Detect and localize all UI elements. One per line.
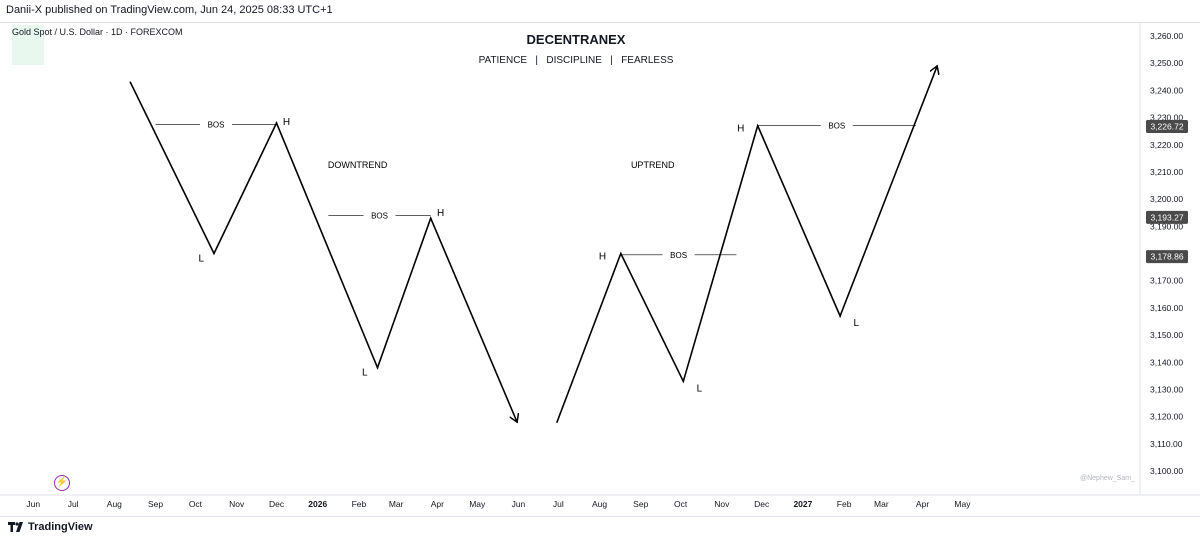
bos-label: BOS [371,211,388,220]
price-tag-bg [1146,250,1188,264]
price-tag-label: 3,193.27 [1150,212,1183,222]
x-tick-label: 2027 [793,499,812,509]
x-tick-label: Dec [269,499,285,509]
series-point [376,366,379,369]
x-tick-label: Apr [431,499,444,509]
series-point [429,217,432,219]
y-tick-label: 3,190.00 [1150,221,1183,231]
symbol-highlight [12,25,44,65]
x-tick-label: May [469,499,486,509]
symbol-info[interactable]: Gold Spot / U.S. Dollar · 1D · FOREXCOM [12,27,183,37]
y-tick-label: 3,120.00 [1150,412,1183,422]
x-tick-label: Nov [714,499,730,509]
x-tick-label: Jun [512,499,526,509]
x-tick-label: 2026 [308,499,327,509]
y-tick-label: 3,170.00 [1150,276,1183,286]
swing-label: H [283,117,290,128]
price-tag-label: 3,178.86 [1150,252,1183,262]
swing-label: L [198,254,204,265]
price-tag-bg [1146,119,1188,133]
trend-annotation: DOWNTREND [328,160,388,170]
y-tick-label: 3,150.00 [1150,330,1183,340]
y-tick-label: 3,260.00 [1150,31,1183,41]
y-tick-label: 3,230.00 [1150,113,1183,123]
price-tag-label: 3,226.72 [1150,121,1183,131]
publish-info: Danii-X published on TradingView.com, Ju… [6,4,333,16]
chart-title: DECENTRANEX [526,32,626,47]
x-tick-label: Jul [553,499,564,509]
x-tick-label: Sep [633,499,648,509]
bos-label: BOS [670,251,687,260]
x-tick-label: Mar [874,499,889,509]
x-tick-label: Oct [674,499,688,509]
x-tick-label: Apr [916,499,929,509]
y-tick-label: 3,240.00 [1150,85,1183,95]
series-point [682,380,685,383]
series-point [516,421,518,423]
y-tick-label: 3,100.00 [1150,466,1183,476]
publish-bar: Danii-X published on TradingView.com, Ju… [0,0,1200,23]
tradingview-logo-icon [8,522,23,532]
series-point [839,315,841,317]
series-point [213,252,215,255]
x-tick-label: Jun [26,499,40,509]
swing-label: H [737,124,744,135]
x-tick-label: Sep [148,499,163,509]
x-tick-label: Nov [229,499,245,509]
y-tick-label: 3,250.00 [1150,58,1183,68]
x-tick-label: Feb [352,499,367,509]
series-line-1 [556,66,937,423]
series-point [620,252,622,255]
y-tick-label: 3,130.00 [1150,384,1183,394]
trend-annotation: UPTREND [631,160,675,170]
series-point [756,124,759,127]
swing-label: H [599,252,606,263]
x-tick-label: Aug [107,499,122,509]
bos-label: BOS [828,122,845,131]
brand-name: TradingView [28,521,93,533]
swing-label: H [437,208,444,219]
chart-subtitle: PATIENCE | DISCIPLINE | FEARLESS [478,55,674,66]
x-tick-label: May [954,499,971,509]
x-tick-label: Aug [592,499,607,509]
tradingview-brand[interactable]: TradingView [8,521,93,533]
y-tick-label: 3,160.00 [1150,303,1183,313]
y-tick-label: 3,210.00 [1150,167,1183,177]
series-point [129,81,132,84]
price-tag-bg [1146,210,1188,224]
swing-label: L [853,318,859,329]
x-tick-label: Mar [389,499,404,509]
series-point [275,122,278,124]
swing-label: L [362,368,368,379]
footer-bar: TradingView [0,516,1200,541]
x-tick-label: Feb [837,499,852,509]
y-tick-label: 3,140.00 [1150,357,1183,367]
y-tick-label: 3,110.00 [1150,439,1183,449]
series-line-0 [129,81,517,422]
author-watermark: @Nephew_Sam_ [1080,475,1135,482]
bos-label: BOS [208,120,225,129]
lightning-icon[interactable]: ⚡ [54,475,70,491]
y-tick-label: 3,220.00 [1150,140,1183,150]
x-tick-label: Oct [189,499,203,509]
swing-label: L [697,383,703,394]
x-tick-label: Dec [754,499,770,509]
y-tick-label: 3,200.00 [1150,194,1183,204]
x-tick-label: Jul [68,499,79,509]
series-point [936,65,938,67]
series-point [556,421,558,423]
